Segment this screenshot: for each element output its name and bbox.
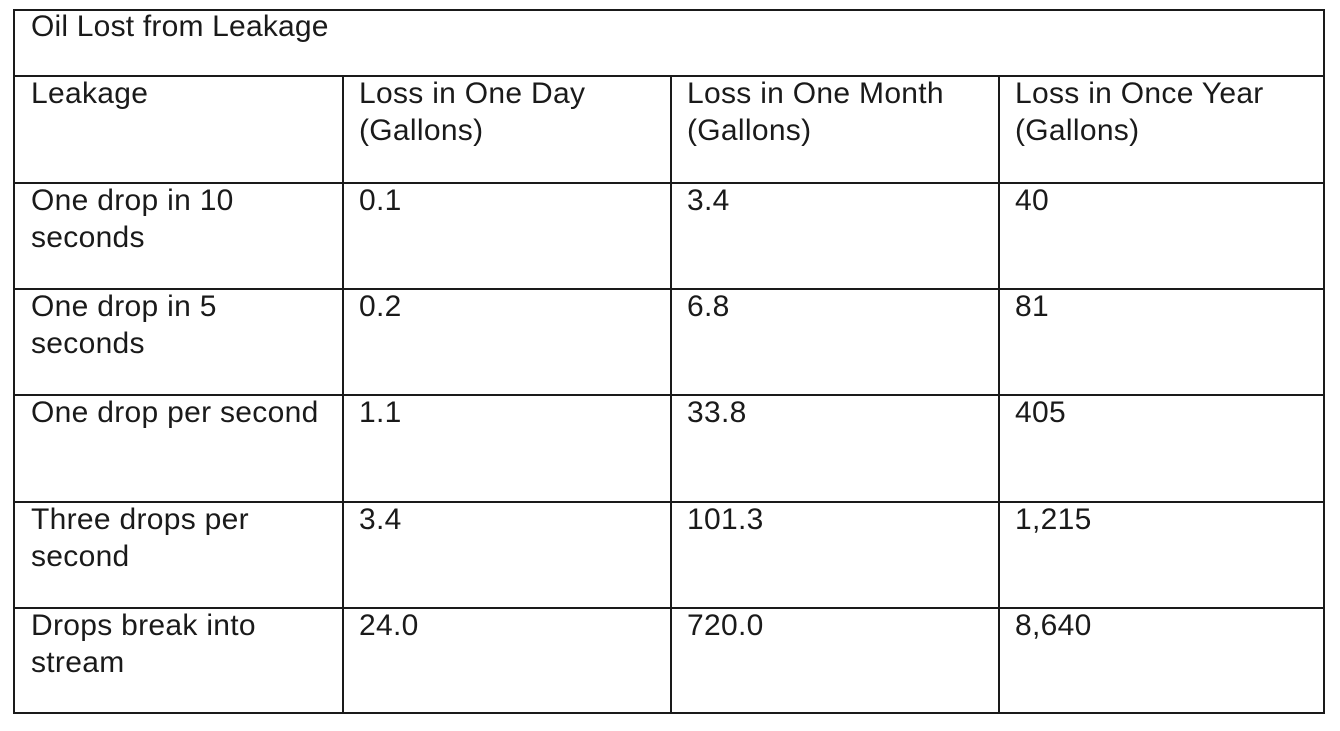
table-title-row: Oil Lost from Leakage bbox=[15, 10, 1323, 77]
loss-year-value: 405 bbox=[1015, 396, 1066, 429]
loss-day-value: 0.1 bbox=[359, 184, 402, 217]
table-cell: Drops break into stream bbox=[15, 609, 342, 712]
table-cell: 1.1 bbox=[342, 396, 670, 501]
loss-year-value: 81 bbox=[1015, 290, 1049, 323]
header-cell: Leakage bbox=[15, 77, 342, 182]
table-cell: 0.2 bbox=[342, 290, 670, 394]
leakage-label: Three drops per second bbox=[31, 503, 249, 573]
table-cell: 3.4 bbox=[342, 503, 670, 607]
header-cell: Loss in One Day (Gallons) bbox=[342, 77, 670, 182]
table-cell: 40 bbox=[998, 184, 1323, 288]
loss-month-value: 6.8 bbox=[687, 290, 730, 323]
header-loss-month: Loss in One Month (Gallons) bbox=[687, 77, 944, 147]
table-row: One drop in 5 seconds 0.2 6.8 81 bbox=[15, 290, 1323, 396]
leakage-label: One drop in 5 seconds bbox=[31, 290, 217, 360]
loss-day-value: 3.4 bbox=[359, 503, 402, 536]
table-cell: 6.8 bbox=[670, 290, 998, 394]
table-cell: 8,640 bbox=[998, 609, 1323, 712]
header-cell: Loss in One Month (Gallons) bbox=[670, 77, 998, 182]
table-body: Leakage Loss in One Day (Gallons) Loss i… bbox=[15, 77, 1323, 712]
table-cell: 720.0 bbox=[670, 609, 998, 712]
loss-month-value: 3.4 bbox=[687, 184, 730, 217]
header-loss-day: Loss in One Day (Gallons) bbox=[359, 77, 586, 147]
table-cell: One drop per second bbox=[15, 396, 342, 501]
table-cell: 101.3 bbox=[670, 503, 998, 607]
table-row: One drop in 10 seconds 0.1 3.4 40 bbox=[15, 184, 1323, 290]
table-cell: 0.1 bbox=[342, 184, 670, 288]
loss-day-value: 24.0 bbox=[359, 609, 419, 642]
table-cell: One drop in 5 seconds bbox=[15, 290, 342, 394]
header-leakage: Leakage bbox=[31, 77, 149, 110]
table-row: Three drops per second 3.4 101.3 1,215 bbox=[15, 503, 1323, 609]
table-cell: 405 bbox=[998, 396, 1323, 501]
table-title: Oil Lost from Leakage bbox=[31, 10, 329, 43]
table-cell: 24.0 bbox=[342, 609, 670, 712]
leakage-label: Drops break into stream bbox=[31, 609, 256, 679]
table-cell: One drop in 10 seconds bbox=[15, 184, 342, 288]
leakage-label: One drop per second bbox=[31, 396, 319, 429]
leakage-label: One drop in 10 seconds bbox=[31, 184, 234, 254]
loss-month-value: 720.0 bbox=[687, 609, 764, 642]
table-cell: 81 bbox=[998, 290, 1323, 394]
header-loss-year: Loss in Once Year (Gallons) bbox=[1015, 77, 1264, 147]
table-row: Drops break into stream 24.0 720.0 8,640 bbox=[15, 609, 1323, 712]
loss-year-value: 40 bbox=[1015, 184, 1049, 217]
table-cell: 3.4 bbox=[670, 184, 998, 288]
table-cell: Three drops per second bbox=[15, 503, 342, 607]
table-cell: 1,215 bbox=[998, 503, 1323, 607]
oil-loss-table: Oil Lost from Leakage Leakage Loss in On… bbox=[13, 9, 1325, 714]
header-cell: Loss in Once Year (Gallons) bbox=[998, 77, 1323, 182]
table-row: One drop per second 1.1 33.8 405 bbox=[15, 396, 1323, 503]
loss-year-value: 1,215 bbox=[1015, 503, 1092, 536]
table-header-row: Leakage Loss in One Day (Gallons) Loss i… bbox=[15, 77, 1323, 184]
loss-day-value: 0.2 bbox=[359, 290, 402, 323]
loss-year-value: 8,640 bbox=[1015, 609, 1092, 642]
loss-month-value: 101.3 bbox=[687, 503, 764, 536]
loss-day-value: 1.1 bbox=[359, 396, 402, 429]
loss-month-value: 33.8 bbox=[687, 396, 747, 429]
table-cell: 33.8 bbox=[670, 396, 998, 501]
